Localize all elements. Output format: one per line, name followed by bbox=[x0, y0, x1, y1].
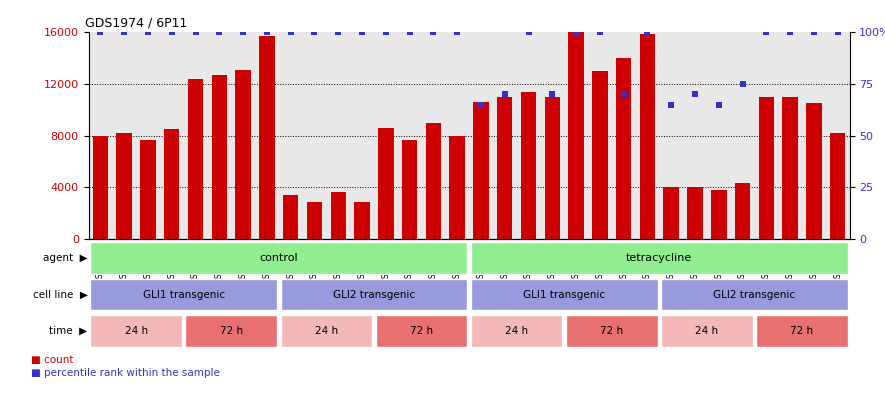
Bar bbox=[782, 97, 798, 239]
Bar bbox=[212, 75, 227, 239]
Bar bbox=[568, 32, 584, 239]
Point bbox=[307, 29, 321, 36]
Bar bbox=[90, 242, 467, 274]
Point bbox=[283, 29, 297, 36]
Bar bbox=[376, 315, 467, 347]
Point bbox=[141, 29, 155, 36]
Point bbox=[593, 29, 607, 36]
Point bbox=[260, 29, 274, 36]
Bar bbox=[830, 133, 845, 239]
Text: time  ▶: time ▶ bbox=[50, 326, 88, 336]
Point bbox=[712, 101, 726, 108]
Text: GLI1 transgenic: GLI1 transgenic bbox=[142, 290, 225, 300]
Text: 24 h: 24 h bbox=[125, 326, 148, 336]
Bar bbox=[471, 315, 562, 347]
Bar bbox=[90, 315, 181, 347]
Bar bbox=[426, 123, 441, 239]
Point bbox=[473, 101, 488, 108]
Bar bbox=[688, 188, 703, 239]
Point bbox=[93, 29, 107, 36]
Bar bbox=[281, 279, 467, 311]
Bar bbox=[307, 202, 322, 239]
Bar bbox=[806, 103, 821, 239]
Bar bbox=[117, 133, 132, 239]
Point bbox=[117, 29, 131, 36]
Bar bbox=[758, 97, 774, 239]
Bar bbox=[640, 34, 655, 239]
Bar bbox=[711, 190, 727, 239]
Text: cell line  ▶: cell line ▶ bbox=[33, 290, 88, 300]
Point bbox=[735, 81, 750, 87]
Text: 72 h: 72 h bbox=[790, 326, 813, 336]
Point bbox=[427, 29, 441, 36]
Bar bbox=[450, 136, 465, 239]
Bar bbox=[90, 279, 277, 311]
Point bbox=[545, 91, 559, 98]
Text: ■ percentile rank within the sample: ■ percentile rank within the sample bbox=[31, 368, 219, 377]
Point bbox=[331, 29, 345, 36]
Point bbox=[189, 29, 203, 36]
Text: control: control bbox=[259, 253, 298, 263]
Point bbox=[569, 29, 583, 36]
Bar bbox=[735, 183, 750, 239]
Bar bbox=[330, 192, 346, 239]
Bar bbox=[664, 188, 679, 239]
Text: agent  ▶: agent ▶ bbox=[43, 253, 88, 263]
Bar bbox=[235, 70, 250, 239]
Text: GLI1 transgenic: GLI1 transgenic bbox=[523, 290, 605, 300]
Point bbox=[807, 29, 821, 36]
Point bbox=[497, 91, 512, 98]
Point bbox=[403, 29, 417, 36]
Point bbox=[236, 29, 250, 36]
Bar bbox=[473, 102, 489, 239]
Bar bbox=[164, 129, 180, 239]
Bar bbox=[566, 315, 658, 347]
Text: GDS1974 / 6P11: GDS1974 / 6P11 bbox=[85, 17, 187, 30]
Point bbox=[521, 29, 535, 36]
Point bbox=[641, 29, 655, 36]
Bar bbox=[520, 92, 536, 239]
Bar bbox=[402, 140, 418, 239]
Text: 72 h: 72 h bbox=[219, 326, 242, 336]
Text: ■ count: ■ count bbox=[31, 356, 73, 365]
Bar bbox=[281, 315, 372, 347]
Text: GLI2 transgenic: GLI2 transgenic bbox=[333, 290, 415, 300]
Bar bbox=[259, 36, 274, 239]
Bar bbox=[140, 140, 156, 239]
Bar bbox=[497, 97, 512, 239]
Bar bbox=[354, 202, 370, 239]
Point bbox=[617, 91, 631, 98]
Bar bbox=[544, 97, 560, 239]
Text: tetracycline: tetracycline bbox=[627, 253, 692, 263]
Text: 24 h: 24 h bbox=[505, 326, 528, 336]
Bar bbox=[757, 315, 848, 347]
Text: GLI2 transgenic: GLI2 transgenic bbox=[713, 290, 796, 300]
Point bbox=[664, 101, 678, 108]
Point bbox=[355, 29, 369, 36]
Bar bbox=[471, 242, 848, 274]
Bar bbox=[186, 315, 277, 347]
Point bbox=[212, 29, 227, 36]
Point bbox=[379, 29, 393, 36]
Point bbox=[831, 29, 845, 36]
Bar bbox=[378, 128, 394, 239]
Text: 72 h: 72 h bbox=[600, 326, 623, 336]
Text: 24 h: 24 h bbox=[315, 326, 338, 336]
Point bbox=[450, 29, 465, 36]
Point bbox=[759, 29, 773, 36]
Point bbox=[688, 91, 702, 98]
Text: 24 h: 24 h bbox=[696, 326, 719, 336]
Bar bbox=[93, 136, 108, 239]
Text: 72 h: 72 h bbox=[410, 326, 433, 336]
Bar bbox=[616, 58, 631, 239]
Bar bbox=[661, 279, 848, 311]
Bar bbox=[661, 315, 752, 347]
Bar bbox=[283, 195, 298, 239]
Point bbox=[783, 29, 797, 36]
Bar bbox=[188, 79, 204, 239]
Bar bbox=[471, 279, 658, 311]
Bar bbox=[592, 71, 608, 239]
Point bbox=[165, 29, 179, 36]
